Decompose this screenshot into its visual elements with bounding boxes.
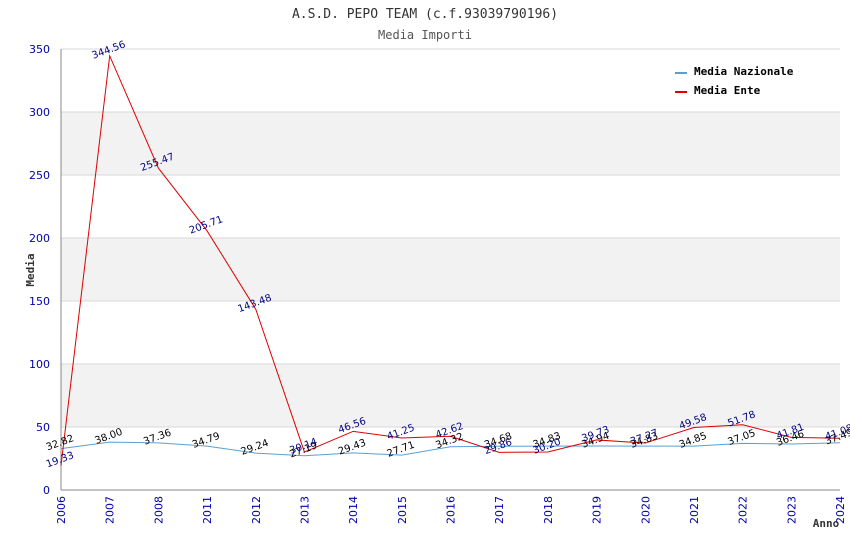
y-axis-title: Media (24, 253, 37, 286)
y-tick-label: 250 (29, 169, 50, 182)
x-tick-label: 2019 (591, 496, 604, 524)
y-tick-label: 0 (43, 484, 50, 497)
series-line-media-ente (60, 53, 841, 466)
x-axis-title: Anno (813, 517, 840, 530)
data-label: 19.33 (45, 450, 76, 470)
x-tick-label: 2024 (834, 496, 847, 524)
y-tick-labels: 0 50 100 150 200 250 300 350 (29, 43, 50, 497)
x-tick-label: 2007 (104, 496, 117, 524)
x-tick-labels: 2006 2007 2008 2011 2012 2013 2014 2015 2016 2017… (55, 496, 847, 524)
x-tick-label: 2014 (347, 496, 360, 524)
band-50 (61, 364, 840, 427)
y-tick-label: 200 (29, 232, 50, 245)
band-150 (61, 238, 840, 301)
legend-label-media-nazionale: Media Nazionale (694, 65, 794, 78)
x-tick-label: 2012 (250, 496, 263, 524)
x-tick-label: 2011 (201, 496, 214, 524)
band-250 (61, 112, 840, 175)
y-tick-label: 300 (29, 106, 50, 119)
series-lines (60, 53, 841, 466)
axes (60, 49, 840, 491)
series-line-media-nazionale (60, 441, 841, 457)
data-label: 29.43 (337, 438, 368, 458)
x-tick-label: 2013 (298, 496, 311, 524)
x-tick-label: 2006 (55, 496, 68, 524)
x-tick-label: 2015 (396, 496, 409, 524)
legend-label-media-ente: Media Ente (694, 84, 761, 97)
x-tick-label: 2017 (493, 496, 506, 524)
x-tick-label: 2022 (737, 496, 750, 524)
x-tick-label: 2023 (785, 496, 798, 524)
data-label: 38.00 (93, 427, 124, 447)
data-label: 34.85 (678, 431, 709, 451)
background-bands (61, 112, 840, 427)
x-tick-label: 2020 (639, 496, 652, 524)
y-tick-label: 150 (29, 295, 50, 308)
x-tick-label: 2021 (688, 496, 701, 524)
x-tick-label: 2008 (152, 496, 165, 524)
y-tick-label: 100 (29, 358, 50, 371)
legend: Media Nazionale Media Ente (675, 65, 794, 97)
chart-subtitle: Media Importi (378, 28, 472, 42)
x-tick-label: 2018 (542, 496, 555, 524)
x-tick-label: 2016 (445, 496, 458, 524)
y-tick-label: 50 (36, 421, 50, 434)
data-label: 29.24 (240, 438, 271, 458)
gridlines (61, 48, 840, 491)
data-label: 37.05 (726, 428, 757, 448)
data-label: 37.36 (142, 428, 173, 448)
chart-title: A.S.D. PEPO TEAM (c.f.93039790196) (292, 7, 558, 22)
y-tick-label: 350 (29, 43, 50, 56)
data-label: 205.71 (188, 214, 225, 236)
data-label: 27.71 (386, 440, 417, 460)
data-label: 344.56 (91, 39, 128, 61)
